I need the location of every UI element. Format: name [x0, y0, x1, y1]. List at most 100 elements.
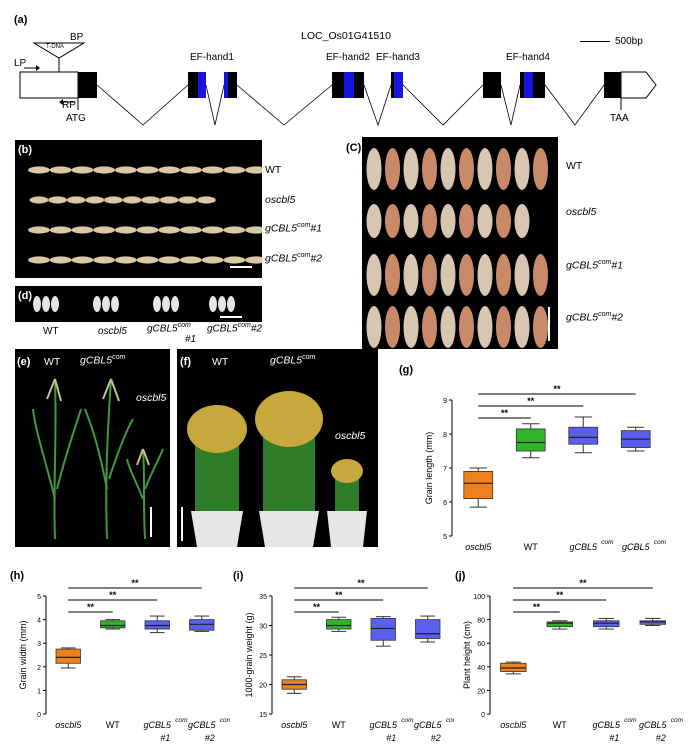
x-tick-label: oscbl5 — [465, 542, 492, 552]
grain — [71, 256, 94, 264]
tdna-label: T-DNA — [46, 44, 64, 50]
rp-label: RP — [62, 100, 76, 111]
grain — [459, 306, 474, 348]
scale-bar — [230, 266, 252, 268]
box — [463, 471, 494, 500]
panel-b-wt: WT — [265, 164, 282, 176]
grain — [422, 148, 437, 190]
box — [415, 619, 441, 639]
intron-5 — [402, 84, 484, 126]
x-tick-label: gCBL5 — [414, 720, 443, 730]
intron-3 — [236, 84, 333, 126]
grain — [28, 226, 50, 234]
taa-label: TAA — [610, 113, 629, 124]
grain — [403, 204, 419, 238]
panel-c-mut: oscbl5 — [566, 206, 597, 218]
grain — [366, 254, 382, 296]
grain-cross-section — [33, 296, 41, 312]
exon-1 — [78, 72, 97, 98]
significance-stars: ** — [556, 590, 564, 600]
box — [568, 426, 599, 445]
grain — [533, 306, 548, 348]
ef-hand2-domain — [344, 72, 354, 98]
panel-b-mut: oscbl5 — [265, 194, 296, 206]
x-tick-superscript: com — [175, 717, 188, 724]
grain — [245, 256, 262, 264]
grain — [245, 226, 262, 234]
grain-cross-section — [227, 296, 235, 312]
exon-2a — [188, 72, 198, 98]
grain — [179, 226, 202, 234]
exon-5a — [391, 72, 394, 98]
plant-panicles-drawing — [32, 378, 164, 540]
grain — [179, 256, 202, 264]
ef-hand2-label: EF-hand2 — [326, 52, 370, 63]
grain-cross-section — [111, 296, 119, 312]
grain — [28, 256, 50, 264]
y-tick-label: 100 — [473, 594, 485, 601]
grain — [114, 166, 137, 174]
x-tick-superscript: com — [671, 717, 684, 724]
x-tick-sublabel: #1 — [160, 733, 170, 743]
grain — [158, 166, 181, 174]
chart-grain-weight: 15 20 25 30 35 1000-grain weight (g) oscbl5 WT g… — [244, 578, 454, 743]
exon-4a — [332, 72, 344, 98]
x-tick-label: gCBL5 — [143, 720, 172, 730]
grain — [477, 306, 493, 348]
grain — [385, 306, 400, 348]
x-tick-label: oscbl5 — [55, 720, 82, 730]
exon-7a — [520, 72, 524, 98]
grain — [514, 254, 530, 296]
x-tick-label: gCBL5 — [569, 542, 598, 552]
panel-g-label: (g) — [399, 364, 414, 376]
panel-h-label: (h) — [10, 570, 25, 582]
chart-plant-height: 0 20 40 60 80 100 Plant height (cm) oscbl5 WT gCB… — [462, 578, 684, 743]
grain — [533, 254, 548, 296]
grain — [71, 226, 94, 234]
x-tick-sublabel: #2 — [205, 733, 215, 743]
intron-1 — [96, 84, 189, 126]
panel-e-wt: WT — [44, 356, 61, 368]
significance-stars: ** — [335, 590, 343, 600]
grain — [178, 196, 198, 204]
x-tick-label: gCBL5 — [639, 720, 668, 730]
x-tick-superscript: com — [624, 717, 637, 724]
grain — [136, 256, 159, 264]
x-tick-sublabel: #2 — [656, 733, 666, 743]
grain — [158, 226, 181, 234]
grain-cross-section — [42, 296, 50, 312]
grain — [514, 148, 530, 190]
significance-stars: ** — [553, 384, 561, 394]
panel-d-label: (d) — [18, 290, 33, 302]
panel-d-wt: WT — [43, 326, 59, 337]
intron-2 — [205, 84, 225, 126]
grain — [459, 148, 474, 190]
x-tick-superscript: com — [401, 717, 414, 724]
box — [326, 619, 352, 630]
panel-b-label: (b) — [18, 144, 33, 156]
grain — [223, 226, 246, 234]
panel-e-mut: oscbl5 — [136, 392, 167, 404]
grain — [49, 166, 72, 174]
y-tick-label: 4 — [37, 618, 41, 625]
y-tick-label: 5 — [37, 594, 41, 601]
intron-4 — [363, 84, 392, 127]
y-tick-label: 2 — [37, 665, 41, 672]
grain — [440, 148, 456, 190]
y-tick-label: 25 — [259, 653, 267, 660]
grain — [93, 256, 116, 264]
grain — [201, 226, 224, 234]
x-tick-label: WT — [332, 720, 346, 730]
scale-bar — [580, 41, 610, 42]
grain — [385, 204, 400, 238]
grain-cross-section — [171, 296, 179, 312]
grain — [179, 166, 202, 174]
grain — [104, 196, 123, 204]
significance-stars: ** — [131, 578, 139, 588]
x-tick-sublabel: #1 — [609, 733, 619, 743]
grain — [201, 256, 224, 264]
x-tick-label: oscbl5 — [281, 720, 308, 730]
significance-stars: ** — [87, 602, 95, 612]
panel-d-photo — [15, 286, 262, 322]
panel-a-label: (a) — [14, 14, 28, 26]
